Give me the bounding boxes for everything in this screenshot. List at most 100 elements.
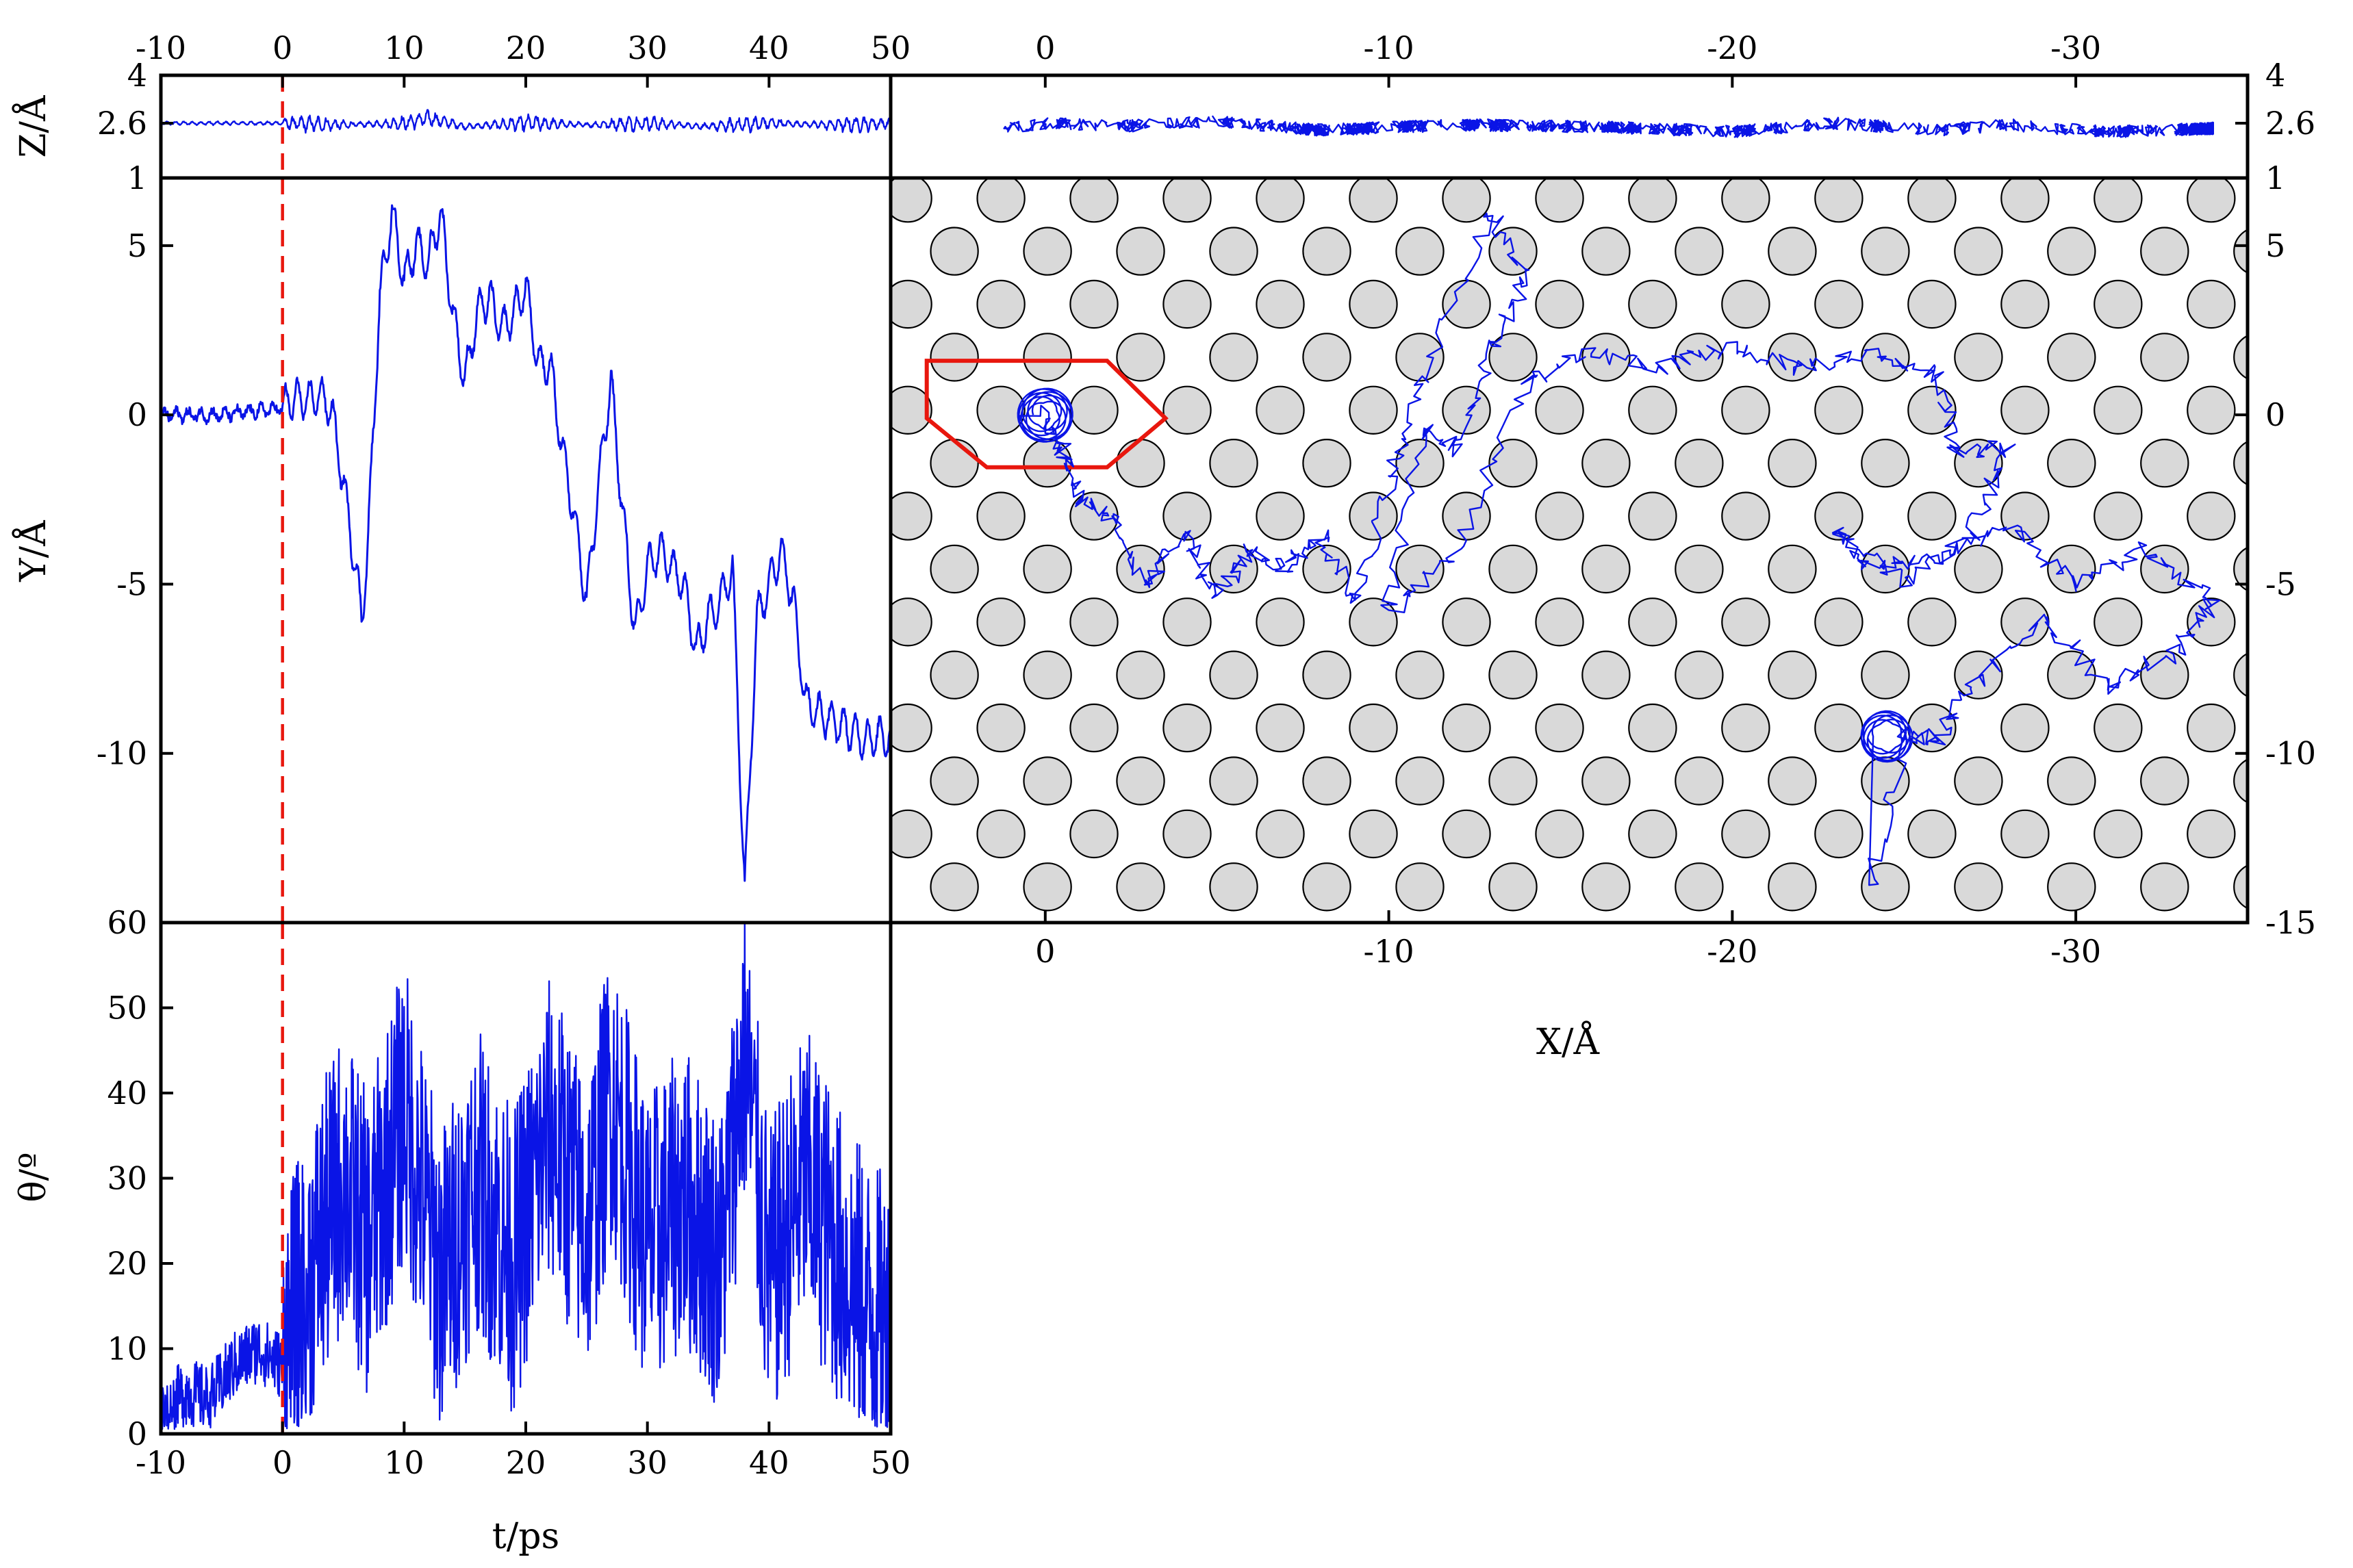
lattice-atom bbox=[976, 385, 1026, 435]
lattice-atom bbox=[1162, 597, 1212, 647]
lattice-atom bbox=[1721, 491, 1770, 541]
lattice-atom bbox=[1488, 756, 1538, 806]
lattice-atom bbox=[2233, 652, 2248, 697]
lattice-atom bbox=[2233, 546, 2248, 591]
lattice-atom bbox=[1907, 178, 1957, 223]
lattice-atom bbox=[1069, 178, 1119, 223]
y-right-tick-label: 5 bbox=[2265, 227, 2285, 264]
lattice-atom bbox=[1581, 862, 1631, 912]
y-vs-x-trajectory bbox=[1017, 212, 2221, 886]
lattice-atom bbox=[2094, 178, 2143, 223]
lattice-atom bbox=[891, 809, 932, 859]
lattice-atom bbox=[976, 703, 1026, 753]
lattice-atom bbox=[1675, 862, 1724, 912]
lattice-atom bbox=[930, 650, 979, 699]
lattice-atom bbox=[1349, 597, 1398, 647]
y-axis-label: Y/Å bbox=[12, 519, 54, 582]
lattice-atom bbox=[1907, 703, 1957, 753]
lattice-atom bbox=[2000, 491, 2050, 541]
lattice-atom bbox=[1069, 597, 1119, 647]
y-right-tick-label: -10 bbox=[2265, 735, 2316, 772]
lattice-atom bbox=[1814, 703, 1864, 753]
lattice-atom bbox=[1581, 756, 1631, 806]
lattice-atom bbox=[1535, 279, 1584, 329]
lattice-atom bbox=[2047, 227, 2096, 276]
lattice-atom bbox=[1023, 650, 1072, 699]
z-t-top-tick-label: 50 bbox=[871, 29, 911, 66]
lattice-atom bbox=[2047, 544, 2096, 594]
lattice-atom bbox=[1768, 544, 1817, 594]
y-left-tick-label: 5 bbox=[127, 227, 147, 264]
lattice-atom bbox=[2094, 385, 2143, 435]
lattice-atom bbox=[1395, 227, 1445, 276]
y-left-tick-label: 0 bbox=[127, 396, 147, 433]
t-bottom-tick-label: 0 bbox=[272, 1444, 292, 1481]
z-right-tick-label: 2.6 bbox=[2265, 105, 2315, 142]
z-t-top-tick-label: 30 bbox=[627, 29, 667, 66]
lattice-atom bbox=[1628, 178, 1677, 223]
lattice-atom bbox=[1581, 439, 1631, 488]
y-right-tick-label: 0 bbox=[2265, 396, 2285, 433]
lattice-atom bbox=[1628, 809, 1677, 859]
lattice-atom bbox=[930, 544, 979, 594]
y-vs-t-trace bbox=[161, 204, 891, 882]
lattice-atom bbox=[1721, 279, 1770, 329]
lattice-atom bbox=[1023, 227, 1072, 276]
z-t-top-tick-label: 40 bbox=[749, 29, 789, 66]
lattice-atom bbox=[1768, 439, 1817, 488]
lattice-atom bbox=[1209, 756, 1258, 806]
lattice-atom bbox=[1442, 703, 1491, 753]
lattice-atom bbox=[1256, 279, 1305, 329]
t-bottom-tick-label: -10 bbox=[136, 1444, 186, 1481]
lattice-atom bbox=[2094, 809, 2143, 859]
z-right-tick-label: 1 bbox=[2265, 159, 2285, 196]
lattice-atom bbox=[976, 597, 1026, 647]
lattice-atom bbox=[1162, 178, 1212, 223]
lattice-atom bbox=[1488, 650, 1538, 699]
theta-axis-label: θ/º bbox=[13, 1152, 54, 1202]
t-axis-label: t/ps bbox=[492, 1516, 559, 1557]
lattice-atom bbox=[2140, 439, 2189, 488]
z-x-top-tick-label: -30 bbox=[2050, 29, 2101, 66]
lattice-atom bbox=[2187, 491, 2236, 541]
lattice-atom bbox=[930, 227, 979, 276]
theta-left-tick-label: 50 bbox=[107, 990, 147, 1027]
lattice-atom bbox=[2140, 333, 2189, 382]
lattice-atom bbox=[1814, 385, 1864, 435]
lattice-atom bbox=[1581, 650, 1631, 699]
lattice-atom bbox=[2187, 597, 2236, 647]
lattice-atom bbox=[1162, 703, 1212, 753]
lattice-atom bbox=[1721, 385, 1770, 435]
lattice-atom bbox=[891, 703, 932, 753]
lattice-atom bbox=[1628, 597, 1677, 647]
z-vs-t-trace bbox=[161, 109, 891, 134]
lattice-atom bbox=[1023, 333, 1072, 382]
lattice-atoms bbox=[891, 178, 2248, 912]
lattice-atom bbox=[1814, 491, 1864, 541]
lattice-atom bbox=[1302, 862, 1351, 912]
y-right-tick-label: -15 bbox=[2265, 904, 2316, 941]
theta-left-tick-label: 40 bbox=[107, 1075, 147, 1111]
lattice-atom bbox=[1907, 597, 1957, 647]
lattice-atom bbox=[1628, 703, 1677, 753]
hexagon-outline bbox=[924, 359, 1169, 470]
lattice-atom bbox=[1768, 756, 1817, 806]
x-bottom-tick-label: 0 bbox=[1035, 933, 1055, 970]
lattice-atom bbox=[1907, 279, 1957, 329]
lattice-atom bbox=[1302, 439, 1351, 488]
lattice-atom bbox=[1069, 279, 1119, 329]
lattice-atom bbox=[1628, 279, 1677, 329]
lattice-atom bbox=[1814, 597, 1864, 647]
lattice-atom bbox=[1349, 491, 1398, 541]
lattice-atom bbox=[891, 597, 932, 647]
lattice-atom bbox=[1488, 862, 1538, 912]
z-axis-label: Z/Å bbox=[12, 94, 54, 158]
lattice-atom bbox=[2187, 809, 2236, 859]
lattice-atom bbox=[1581, 544, 1631, 594]
lattice-atom bbox=[1861, 227, 1910, 276]
lattice-atom bbox=[2000, 809, 2050, 859]
lattice-atom bbox=[1023, 544, 1072, 594]
lattice-atom bbox=[2233, 441, 2248, 486]
lattice-atom bbox=[2047, 333, 2096, 382]
theta-left-tick-label: 20 bbox=[107, 1245, 147, 1282]
